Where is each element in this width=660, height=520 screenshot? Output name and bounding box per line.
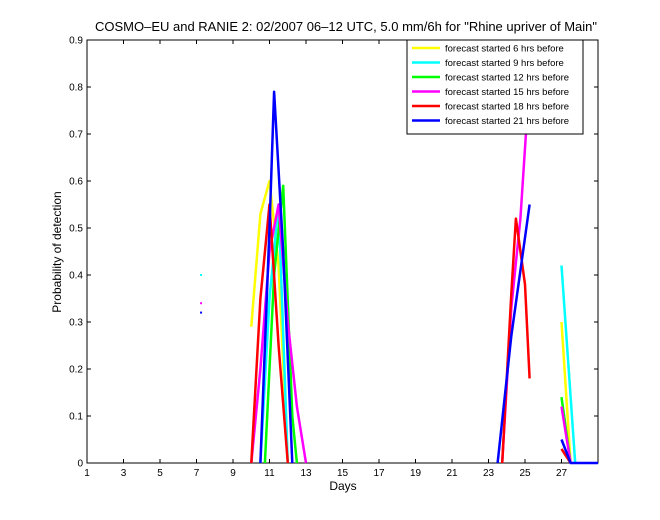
legend: forecast started 6 hrs before forecast st…: [406, 39, 584, 135]
legend-label: forecast started 18 hrs before: [445, 102, 569, 113]
series-line: [250, 179, 290, 464]
series-line: [250, 203, 308, 464]
series-line: [496, 204, 531, 464]
x-tick-label: 5: [157, 468, 163, 479]
x-tick-label: 17: [373, 468, 385, 479]
series-line: [263, 184, 299, 464]
y-tick-label: 0.4: [69, 271, 83, 282]
legend-label: forecast started 9 hrs before: [445, 58, 564, 69]
series-line: [259, 90, 294, 464]
series-line: [500, 217, 531, 464]
data-point: [200, 302, 203, 305]
legend-label: forecast started 12 hrs before: [445, 73, 569, 84]
x-tick-label: 9: [230, 468, 236, 479]
y-tick-label: 0.2: [69, 365, 83, 376]
x-tick-label: 13: [300, 468, 312, 479]
x-tick-label: 15: [337, 468, 349, 479]
y-tick-label: 0.1: [69, 412, 83, 423]
legend-label: forecast started 6 hrs before: [445, 44, 564, 55]
x-tick-label: 23: [483, 468, 495, 479]
x-tick-label: 25: [519, 468, 531, 479]
series-line: [560, 406, 572, 464]
y-tick-label: 0.6: [69, 177, 83, 188]
y-tick-label: 0.9: [69, 36, 83, 47]
x-tick-label: 1: [84, 468, 90, 479]
data-point: [200, 274, 203, 276]
series-3: [263, 184, 572, 464]
x-tick-label: 27: [556, 468, 568, 479]
x-tick-label: 11: [264, 468, 275, 479]
series-line: [560, 321, 572, 464]
x-tick-label: 21: [446, 468, 458, 479]
chart-title: COSMO–EU and RANIE 2: 02/2007 06–12 UTC,…: [95, 19, 597, 34]
series-line: [560, 439, 598, 465]
legend-label: forecast started 15 hrs before: [445, 87, 569, 98]
legend-label: forecast started 21 hrs before: [445, 116, 569, 127]
series-6: [200, 90, 598, 465]
y-tick-label: 0.8: [69, 83, 83, 94]
x-tick-label: 3: [121, 468, 127, 479]
series-line: [259, 203, 290, 464]
plot-area: 1 3 5 7 9 11 13 15 17 19 21 23 25 2700.10.20.30.40.50…: [69, 36, 599, 479]
y-tick-label: 0.7: [69, 130, 83, 141]
x-tick-label: 7: [194, 468, 200, 479]
series-2: [200, 203, 577, 464]
series-line: [560, 265, 577, 464]
y-tick-label: 0: [77, 459, 83, 470]
data-point: [200, 311, 203, 314]
y-axis-label: Probability of detection: [50, 191, 64, 312]
y-tick-label: 0.5: [69, 224, 83, 235]
y-tick-label: 0.3: [69, 318, 83, 329]
x-axis-label: Days: [329, 479, 356, 493]
x-tick-label: 19: [410, 468, 422, 479]
series-1: [250, 179, 572, 464]
legend-box: [406, 39, 584, 135]
